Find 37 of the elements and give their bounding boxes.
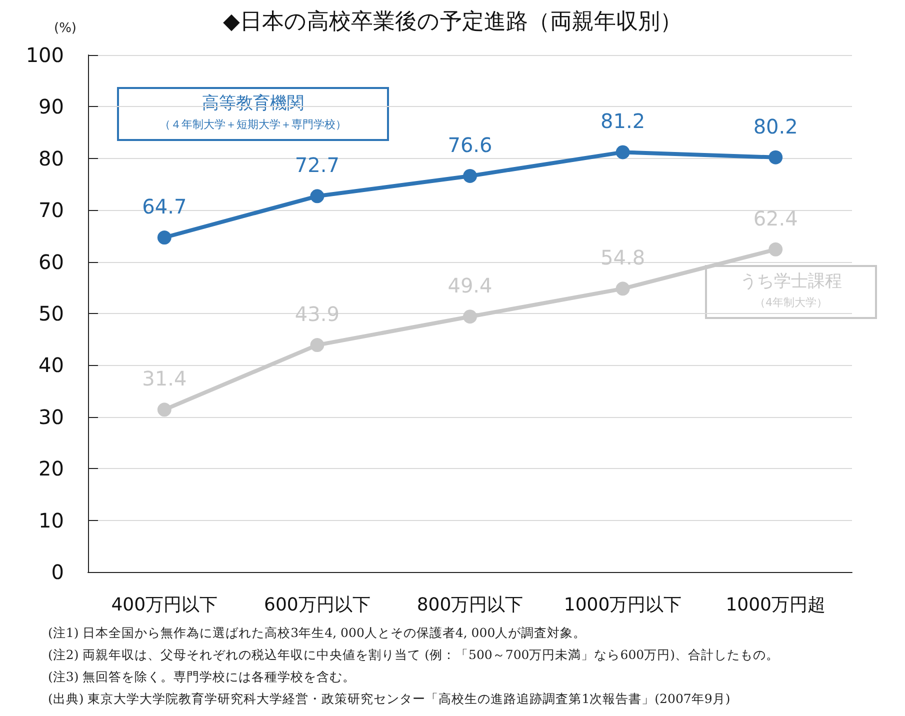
y-tick-label: 60 (38, 250, 64, 274)
x-tick-label: 1000万円以下 (564, 594, 682, 616)
data-label: 64.7 (142, 194, 187, 218)
y-tick-label: 10 (38, 508, 64, 532)
point (463, 168, 477, 183)
chart-title: ◆日本の高校卒業後の予定進路（両親年収別） (223, 10, 682, 34)
point (310, 189, 324, 204)
point (768, 150, 783, 164)
x-tick-label: 400万円以下 (111, 594, 218, 616)
y-tick-label: 0 (51, 560, 64, 584)
point (310, 338, 324, 352)
data-label: 72.7 (294, 153, 340, 178)
point (616, 145, 630, 160)
y-tick-label: 40 (38, 353, 64, 378)
text: (注1) 日本全国から無作為に選ばれた高校3年生4, 000人とその保護者4, 000人が調査対象。 (48, 625, 586, 640)
point (157, 402, 172, 417)
point (157, 230, 172, 244)
y-tick-label: 30 (38, 404, 64, 429)
x-tick-label: 800万円以下 (416, 594, 524, 616)
point (616, 282, 630, 296)
data-label: 80.2 (753, 114, 798, 138)
point (463, 310, 477, 324)
y-tick-label: 90 (38, 94, 64, 119)
y-axis-title: (%) (54, 21, 76, 36)
point (768, 242, 783, 256)
data-label: 81.2 (600, 109, 646, 134)
x-tick-label: 1000万円超 (726, 594, 826, 616)
y-tick-label: 50 (38, 302, 64, 326)
text: (出典) 東京大学大学院教育学研究科大学経営・政策研究センター「高校生の進路追跡調査第1次報告書」(2007年9月) (48, 691, 730, 706)
x-tick-label: 600万円以下 (264, 594, 370, 616)
y-tick-label: 80 (38, 146, 64, 170)
y-tick-label: 20 (38, 456, 64, 481)
y-tick-label: 70 (38, 198, 64, 222)
text: (注2) 両親年収は、父母それぞれの税込年収に中央値を割り当て (例：「500～700万円未満」なら600万円)、合計したもの。 (48, 647, 779, 662)
text: (注3) 無回答を除く。専門学校には各種学校を含む。 (48, 669, 356, 684)
y-tick-label: 100 (26, 43, 64, 67)
data-label: 76.6 (448, 132, 492, 157)
